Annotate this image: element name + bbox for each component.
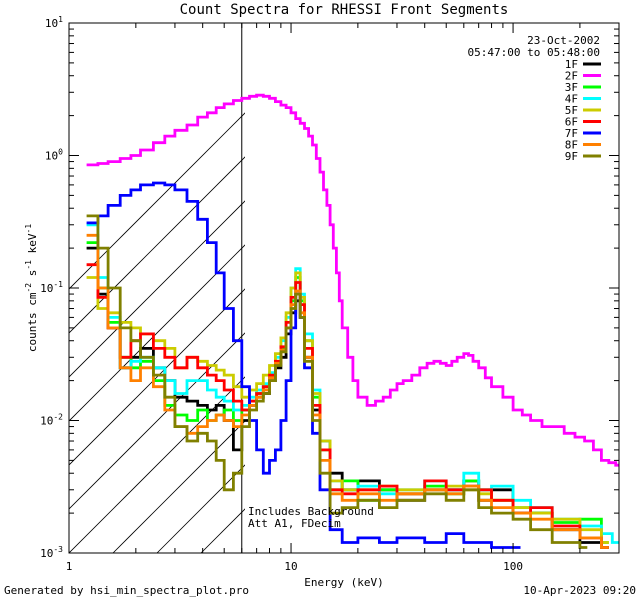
hatch-line	[69, 244, 245, 422]
series-line-7f	[86, 181, 521, 549]
hatch-line	[69, 332, 245, 510]
y-tick-label: 10-3	[40, 545, 63, 560]
y-label-exp-3: -1	[24, 224, 33, 234]
y-label-mid-1: s	[26, 270, 39, 283]
hatch-line	[69, 376, 245, 553]
legend-label-6f: 6F	[565, 116, 578, 129]
y-label-exp-2: -1	[24, 260, 33, 270]
hatch-line	[69, 200, 245, 378]
x-tick-label: 1	[66, 560, 73, 573]
legend-label-4f: 4F	[565, 93, 578, 106]
hatch-line	[244, 552, 245, 553]
y-tick-label: 10-1	[40, 280, 63, 295]
x-axis-label: Energy (keV)	[304, 576, 383, 589]
legend-label-1f: 1F	[565, 58, 578, 71]
legend-label-7f: 7F	[565, 127, 578, 140]
annotation-line-2: Att A1, FDecim	[248, 517, 341, 530]
y-label-exp-1: -2	[24, 283, 33, 293]
legend-label-5f: 5F	[565, 104, 578, 117]
hatch-line	[421, 23, 640, 553]
y-tick-label: 10-2	[40, 413, 63, 428]
y-label-base: counts cm	[26, 292, 39, 352]
legend-label-9f: 9F	[565, 150, 578, 163]
y-label-mid-2: keV	[26, 233, 39, 260]
annotation-line-1: Includes Background	[248, 505, 374, 518]
hatch-line	[377, 23, 640, 553]
chart-title: Count Spectra for RHESSI Front Segments	[180, 2, 509, 18]
y-tick-label: 100	[45, 148, 63, 163]
x-tick-label: 100	[503, 560, 523, 573]
x-tick-label: 10	[284, 560, 297, 573]
hatch-line	[112, 420, 245, 553]
y-axis-label: counts cm-2 s-1 keV-1	[24, 224, 39, 352]
series-line-9f	[86, 214, 588, 549]
legend-label-3f: 3F	[565, 81, 578, 94]
legend-label-2f: 2F	[565, 70, 578, 83]
timestamp-label: 10-Apr-2023 09:20	[523, 584, 636, 597]
generated-by-label: Generated by hsi_min_spectra_plot.pro	[4, 584, 249, 597]
plot-frame	[68, 22, 620, 554]
y-tick-label: 101	[45, 15, 63, 30]
hatch-line	[333, 23, 640, 553]
date-label: 23-Oct-2002	[527, 34, 600, 47]
time-range-label: 05:47:00 to 05:48:00	[468, 46, 600, 59]
legend-label-8f: 8F	[565, 139, 578, 152]
series-line-2f	[86, 93, 619, 467]
